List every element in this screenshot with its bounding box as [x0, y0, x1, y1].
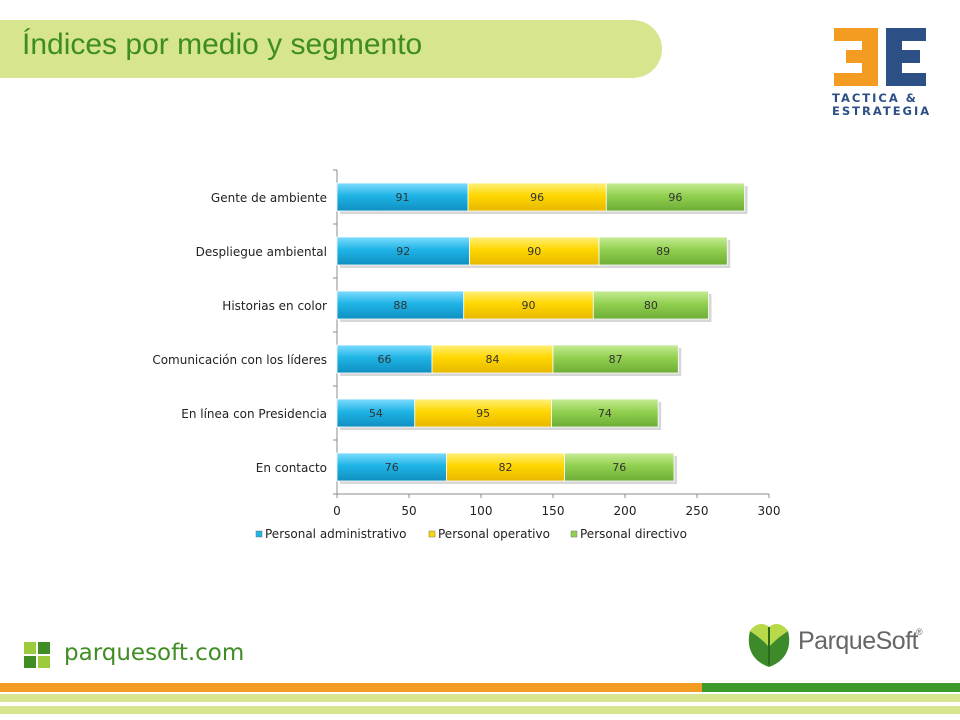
category-label: En contacto — [256, 461, 327, 475]
footer-stripe-light-2 — [0, 706, 960, 714]
bar-segment — [336, 236, 470, 266]
data-label: 76 — [612, 461, 626, 474]
data-label: 54 — [369, 407, 383, 420]
bar-segment — [598, 236, 728, 266]
data-label: 88 — [393, 299, 407, 312]
data-label: 84 — [486, 353, 500, 366]
bar-segment — [551, 398, 659, 428]
legend-label: Personal operativo — [438, 527, 550, 541]
bar-segment — [336, 398, 416, 428]
title-band — [0, 20, 662, 78]
data-label: 80 — [644, 299, 658, 312]
data-label: 92 — [396, 245, 410, 258]
registered-mark: ® — [916, 627, 923, 637]
tactica-estrategia-logo: TACTICA & ESTRATEGIA — [832, 26, 932, 121]
x-tick-label: 300 — [758, 504, 781, 518]
page-title: Índices por medio y segmento — [22, 28, 423, 61]
logo-3e-mark — [834, 28, 926, 86]
category-label: Gente de ambiente — [211, 191, 327, 205]
data-label: 96 — [530, 191, 544, 204]
category-label: Historias en color — [222, 299, 327, 313]
stacked-bar-chart: Gente de ambiente 91 96 96 Despliegue ambien… — [152, 169, 781, 541]
bar-segment — [467, 182, 607, 212]
data-label: 90 — [522, 299, 536, 312]
data-label: 87 — [609, 353, 623, 366]
legend-label: Personal administrativo — [265, 527, 407, 541]
bar-segment — [552, 344, 679, 374]
parquesoft-website: parquesoft.com — [24, 640, 245, 674]
bar-segment — [446, 452, 565, 482]
data-label: 89 — [656, 245, 670, 258]
legend-swatch — [570, 530, 578, 538]
data-label: 74 — [598, 407, 612, 420]
x-tick-label: 50 — [401, 504, 416, 518]
data-label: 66 — [378, 353, 392, 366]
data-label: 91 — [396, 191, 410, 204]
logo-line-1: TACTICA & — [832, 91, 918, 105]
logo-line-2: ESTRATEGIA — [832, 104, 932, 118]
legend-label: Personal directivo — [580, 527, 687, 541]
x-tick-label: 100 — [470, 504, 493, 518]
footer-stripe-light-1 — [0, 694, 960, 702]
bar-segment — [336, 452, 447, 482]
parquesoft-leaf-icon — [748, 624, 790, 667]
bar-segment — [605, 182, 745, 212]
legend-swatch — [255, 530, 263, 538]
website-text: parquesoft.com — [64, 640, 245, 666]
bar-segment — [336, 290, 465, 320]
category-label: Comunicación con los líderes — [152, 353, 327, 367]
bar-segment — [414, 398, 552, 428]
bar-segment — [592, 290, 709, 320]
data-label: 90 — [527, 245, 541, 258]
logo-3e-text: TACTICA & ESTRATEGIA — [832, 92, 932, 118]
data-label: 96 — [668, 191, 682, 204]
x-tick-label: 0 — [333, 504, 341, 518]
footer-stripe-green — [702, 683, 960, 692]
x-tick-label: 150 — [542, 504, 565, 518]
legend-swatch — [428, 530, 436, 538]
data-label: 82 — [498, 461, 512, 474]
x-tick-label: 250 — [686, 504, 709, 518]
category-label: En línea con Presidencia — [181, 407, 327, 421]
bar-segment — [336, 344, 433, 374]
data-label: 95 — [476, 407, 490, 420]
parquesoft-logo: ParqueSoft ® — [744, 617, 934, 669]
category-label: Despliegue ambiental — [196, 245, 327, 259]
footer-stripe-orange — [0, 683, 702, 692]
parquesoft-squares-icon — [24, 642, 50, 668]
x-tick-label: 200 — [614, 504, 637, 518]
parquesoft-name: ParqueSoft — [798, 627, 919, 655]
bar-segment — [336, 182, 469, 212]
bar-segment — [564, 452, 675, 482]
data-label: 76 — [385, 461, 399, 474]
